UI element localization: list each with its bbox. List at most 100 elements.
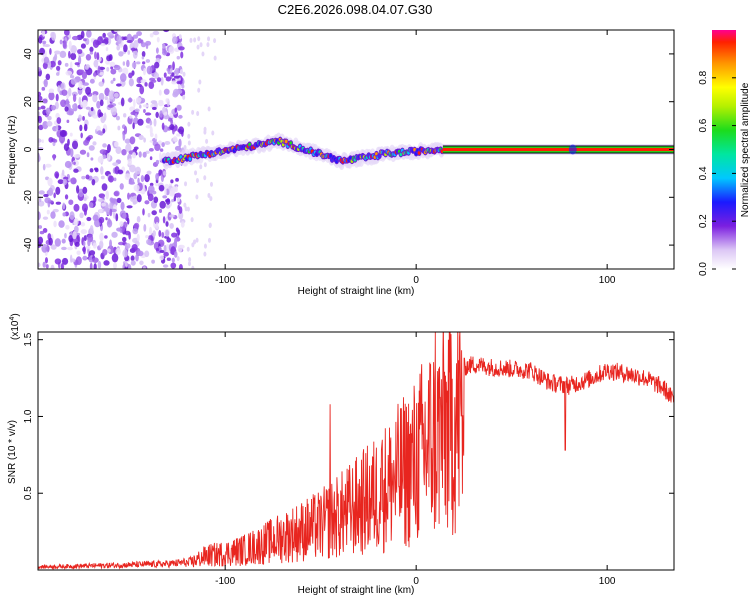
heatmap-cell <box>176 256 180 262</box>
heatmap-cell <box>161 49 168 56</box>
heatmap-cell <box>76 185 80 194</box>
heatmap-cell <box>128 181 136 185</box>
heatmap-cell <box>161 122 165 131</box>
heatmap-cell <box>112 262 117 269</box>
heatmap-cell <box>55 93 59 102</box>
heatmap-cell <box>118 51 124 57</box>
heatmap-cell <box>88 250 96 256</box>
heatmap-cell <box>73 154 81 158</box>
heatmap-cell <box>78 69 85 74</box>
heatmap-cell <box>155 173 160 181</box>
heatmap-cell <box>117 169 124 175</box>
heatmap-cell <box>120 97 125 107</box>
heatmap-cell <box>96 52 100 61</box>
x-tick-label: 100 <box>599 576 616 587</box>
heatmap-cell <box>55 201 62 205</box>
heatmap-cell <box>53 138 58 143</box>
heatmap-cell <box>164 141 171 145</box>
heatmap-cell <box>142 61 146 65</box>
heatmap-cell <box>56 65 61 71</box>
heatmap-cell <box>71 35 79 41</box>
heatmap-cell <box>163 244 167 253</box>
heatmap-cell <box>142 266 146 269</box>
heatmap-cell <box>173 75 180 79</box>
heatmap-cell <box>131 61 137 69</box>
heatmap-cell <box>154 61 160 69</box>
heatmap-cell <box>104 87 110 97</box>
heatmap-cell <box>117 125 121 131</box>
heatmap-cell <box>172 61 175 71</box>
heatmap-cell <box>194 170 198 176</box>
heatmap-cell <box>69 75 75 79</box>
heatmap-cell <box>166 257 171 261</box>
heatmap-cell <box>41 30 46 37</box>
heatmap-cell <box>329 154 332 158</box>
heatmap-cell <box>82 255 88 261</box>
heatmap-cell <box>98 66 106 71</box>
heatmap-cell <box>38 138 42 143</box>
heatmap-cell <box>150 100 158 104</box>
heatmap-cell <box>100 43 106 47</box>
heatmap-cell <box>132 200 137 205</box>
heatmap-cell <box>90 157 94 161</box>
heatmap-cell <box>92 72 97 77</box>
heatmap-cell <box>106 67 110 72</box>
heatmap-cell <box>103 260 110 266</box>
heatmap-cell <box>89 78 95 84</box>
heatmap-cell <box>38 142 41 147</box>
heatmap-cell <box>69 61 73 70</box>
heatmap-cell <box>163 30 170 33</box>
heatmap-cell <box>38 190 45 195</box>
heatmap-cell <box>70 177 77 185</box>
heatmap-cell <box>110 66 114 70</box>
heatmap-cell <box>172 136 178 142</box>
heatmap-cell <box>174 107 178 113</box>
heatmap-cell <box>39 47 45 56</box>
heatmap-cell <box>177 46 185 51</box>
heatmap-cell <box>107 32 114 37</box>
heatmap-cell <box>162 195 168 199</box>
colorbar-tick-label: 0.0 <box>698 262 709 276</box>
heatmap-cell <box>92 94 98 103</box>
heatmap-cell <box>187 140 191 146</box>
heatmap-cell <box>136 215 141 223</box>
colorbar-ticks: 0.0 0.2 0.4 0.6 0.8 <box>698 70 736 276</box>
heatmap-cell <box>165 198 171 205</box>
heatmap-cell <box>55 186 61 196</box>
colorbar-tick-label: 0.4 <box>698 166 709 180</box>
heatmap-cell <box>110 68 117 75</box>
heatmap-cell <box>162 264 169 268</box>
heatmap-cell <box>75 256 82 266</box>
heatmap-cell <box>173 251 178 258</box>
heatmap-cell <box>38 200 45 207</box>
heatmap-cell <box>94 168 99 173</box>
heatmap-cell <box>153 196 159 204</box>
heatmap-cell <box>68 199 74 205</box>
heatmap-cell <box>50 244 57 250</box>
heatmap-cell <box>186 206 190 212</box>
heatmap-cell <box>88 145 95 151</box>
heatmap-cell <box>113 92 119 98</box>
heatmap-cell <box>94 51 97 60</box>
heatmap-cell <box>61 169 65 177</box>
heatmap-cell <box>38 36 43 44</box>
heatmap-cell <box>115 247 121 256</box>
heatmap-cell <box>158 230 162 238</box>
heatmap-cell <box>138 134 144 140</box>
heatmap-cell <box>177 244 183 253</box>
heatmap-cell <box>104 96 108 101</box>
heatmap-cell <box>107 104 114 108</box>
heatmap-cell <box>137 118 144 126</box>
heatmap-cell <box>149 120 153 126</box>
spectrogram-heatmap <box>38 30 674 269</box>
heatmap-cell <box>83 123 88 132</box>
heatmap-cell <box>159 249 166 253</box>
heatmap-cell <box>85 245 91 250</box>
heatmap-cell <box>159 200 166 209</box>
heatmap-cell <box>42 261 46 268</box>
heatmap-cell <box>92 39 100 48</box>
heatmap-cell <box>61 246 67 251</box>
heatmap-cell <box>65 224 70 230</box>
heatmap-cell <box>46 120 53 127</box>
heatmap-cell <box>60 263 64 269</box>
